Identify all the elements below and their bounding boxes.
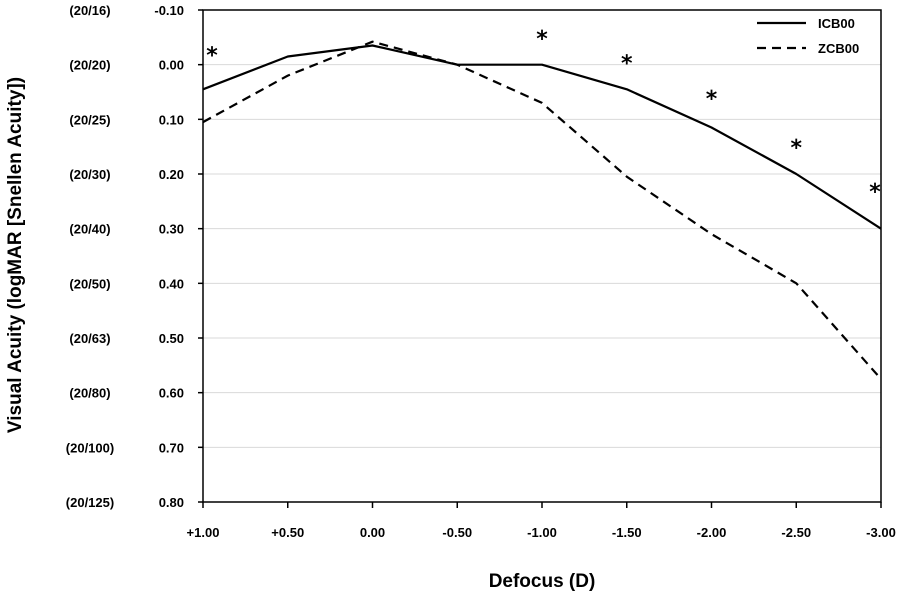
snellen-tick-label: (20/63) bbox=[69, 331, 110, 346]
significance-asterisk: * bbox=[869, 180, 881, 205]
snellen-tick-label: (20/40) bbox=[69, 222, 110, 237]
y-tick-label: -0.10 bbox=[154, 3, 184, 18]
series-line-icb00 bbox=[202, 44, 882, 230]
x-tick-label: -0.50 bbox=[442, 525, 472, 540]
significance-markers: * * * * * * bbox=[206, 27, 881, 205]
y-tick-label: 0.80 bbox=[159, 495, 184, 510]
snellen-tick-label: (20/30) bbox=[69, 167, 110, 182]
snellen-tick-label: (20/80) bbox=[69, 386, 110, 401]
x-tick-label: +0.50 bbox=[271, 525, 304, 540]
y-tick-label: 0.00 bbox=[159, 58, 184, 73]
x-tick-label: -1.50 bbox=[612, 525, 642, 540]
y-tick-label: 0.50 bbox=[159, 331, 184, 346]
y-tick-label: 0.60 bbox=[159, 386, 184, 401]
x-tick-label: -2.00 bbox=[697, 525, 727, 540]
significance-asterisk: * bbox=[536, 27, 548, 52]
y-tick-label: 0.10 bbox=[159, 112, 184, 127]
x-axis-title: Defocus (D) bbox=[489, 571, 596, 592]
x-tick-label: -3.00 bbox=[866, 525, 896, 540]
snellen-tick-label: (20/125) bbox=[66, 495, 114, 510]
legend-label-icb00: ICB00 bbox=[818, 16, 855, 31]
snellen-tick-label: (20/50) bbox=[69, 276, 110, 291]
y-tick-label: 0.30 bbox=[159, 222, 184, 237]
x-tick-label: +1.00 bbox=[187, 525, 220, 540]
x-tick-label: -2.50 bbox=[781, 525, 811, 540]
snellen-tick-label: (20/20) bbox=[69, 58, 110, 73]
significance-asterisk: * bbox=[206, 43, 218, 68]
snellen-tick-label: (20/100) bbox=[66, 440, 114, 455]
plot-frame bbox=[202, 9, 882, 503]
legend: ICB00 ZCB00 bbox=[757, 16, 859, 56]
y-tick-label: 0.20 bbox=[159, 167, 184, 182]
significance-asterisk: * bbox=[621, 51, 633, 76]
significance-asterisk: * bbox=[706, 87, 718, 112]
x-tick-labels: +1.00 +0.50 0.00 -0.50 -1.00 -1.50 -2.00 -2.50 -… bbox=[187, 525, 896, 540]
axes bbox=[198, 9, 882, 508]
snellen-tick-label: (20/25) bbox=[69, 112, 110, 127]
snellen-tick-labels: (20/16) (20/20) (20/25) (20/30) (20/40) (20/5… bbox=[66, 3, 114, 510]
legend-label-zcb00: ZCB00 bbox=[818, 41, 859, 56]
y-tick-labels: -0.10 0.00 0.10 0.20 0.30 0.40 0.50 0.60 0.70 0.8… bbox=[154, 3, 184, 510]
x-tick-label: 0.00 bbox=[360, 525, 385, 540]
series-lines bbox=[202, 40, 882, 380]
y-tick-label: 0.40 bbox=[159, 276, 184, 291]
y-axis-title: Visual Acuity (logMAR [Snellen Acuity]) bbox=[5, 77, 26, 433]
snellen-tick-label: (20/16) bbox=[69, 3, 110, 18]
grid-lines bbox=[203, 64, 881, 448]
series-line-zcb00 bbox=[202, 40, 882, 380]
significance-asterisk: * bbox=[790, 136, 802, 161]
y-tick-label: 0.70 bbox=[159, 440, 184, 455]
x-tick-label: -1.00 bbox=[527, 525, 557, 540]
